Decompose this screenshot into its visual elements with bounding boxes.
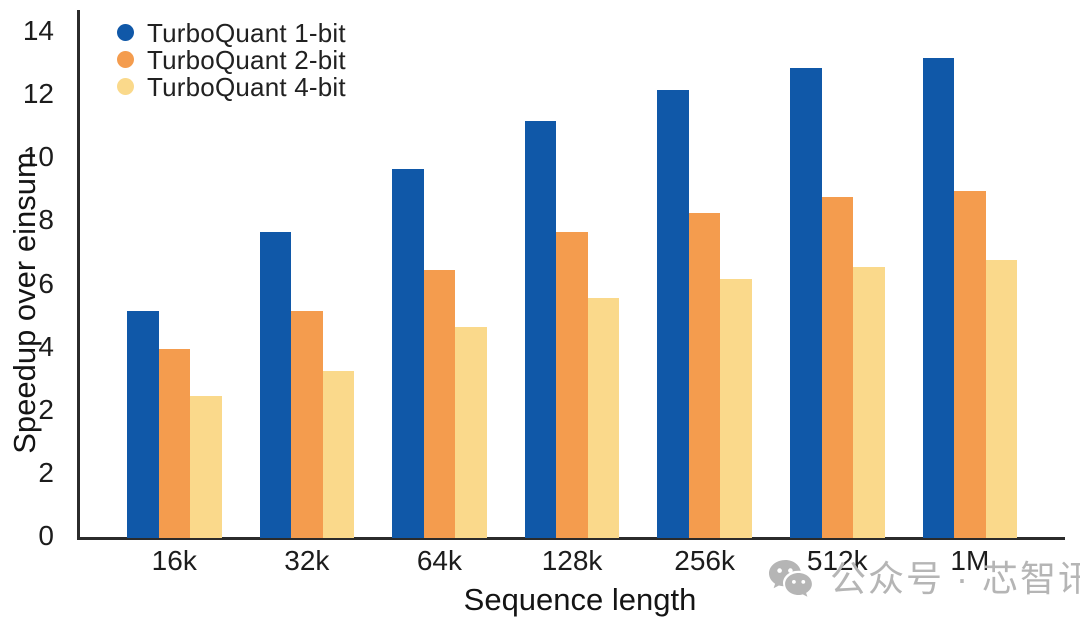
bar-turboquant-2-bit-128k <box>556 231 588 538</box>
bar-turboquant-4-bit-1m <box>985 260 1018 538</box>
y-tick-label-4: 6 <box>38 267 54 299</box>
bar-turboquant-1-bit-16k <box>127 310 159 538</box>
x-tick-label-1m: 1M <box>950 545 990 576</box>
x-axis-line <box>77 537 1065 540</box>
x-axis-title: Sequence length <box>463 582 697 617</box>
y-tick-label-5: 8 <box>38 204 54 236</box>
legend-dot-icon <box>117 78 134 95</box>
wechat-icon <box>768 558 820 600</box>
bar-turboquant-1-bit-512k <box>790 67 822 538</box>
watermark: 公众号 · 芯智讯 <box>768 558 1080 600</box>
y-tick-label-0: 0 <box>38 520 54 551</box>
y-axis-line <box>77 10 80 539</box>
bar-turboquant-2-bit-512k <box>821 197 853 538</box>
bar-turboquant-2-bit-256k <box>688 212 721 538</box>
bar-turboquant-4-bit-128k <box>587 298 620 538</box>
bar-turboquant-1-bit-1m <box>922 58 955 538</box>
bar-turboquant-4-bit-64k <box>455 326 487 538</box>
bar-turboquant-2-bit-16k <box>158 348 190 538</box>
bar-turboquant-1-bit-128k <box>524 121 557 538</box>
bar-turboquant-1-bit-64k <box>392 168 424 538</box>
x-tick-label-256k: 256k <box>674 545 735 576</box>
legend-item-1: TurboQuant 1-bit <box>117 17 346 48</box>
legend-dot-icon <box>117 24 134 41</box>
x-tick-label-128k: 128k <box>541 545 603 576</box>
bar-turboquant-4-bit-512k <box>853 266 885 538</box>
bar-turboquant-2-bit-32k <box>291 310 323 538</box>
y-tick-label-7: 12 <box>22 78 54 110</box>
legend: TurboQuant 1-bit TurboQuant 2-bit TurboQua… <box>117 17 346 102</box>
legend-label: TurboQuant 4-bit <box>147 71 346 102</box>
legend-dot-icon <box>117 51 134 68</box>
legend-label: TurboQuant 2-bit <box>147 44 346 75</box>
bar-turboquant-1-bit-32k <box>259 231 292 538</box>
x-tick-label-32k: 32k <box>284 545 330 576</box>
legend-item-3: TurboQuant 4-bit <box>117 71 346 102</box>
y-tick-label-3: 4 <box>38 330 54 362</box>
legend-label: TurboQuant 1-bit <box>147 17 346 48</box>
bar-turboquant-2-bit-1m <box>954 190 986 538</box>
bar-turboquant-1-bit-256k <box>657 89 689 538</box>
y-tick-label-6: 10 <box>22 141 54 173</box>
watermark-text: 公众号 · 芯智讯 <box>830 558 1080 599</box>
y-tick-label-8: 14 <box>22 15 54 46</box>
bar-turboquant-4-bit-16k <box>190 395 222 538</box>
y-axis-title: Speedup over einsum <box>7 152 42 454</box>
bar-turboquant-4-bit-32k <box>322 370 355 538</box>
legend-item-2: TurboQuant 2-bit <box>117 44 346 75</box>
y-tick-label-2: 2 <box>38 393 54 425</box>
bar-turboquant-4-bit-256k <box>720 279 752 538</box>
bar-turboquant-2-bit-64k <box>423 269 456 538</box>
x-tick-label-512k: 512k <box>806 545 868 576</box>
x-tick-label-16k: 16k <box>151 545 197 576</box>
x-tick-label-64k: 64k <box>416 545 463 576</box>
y-tick-label-1: 2 <box>38 456 54 488</box>
